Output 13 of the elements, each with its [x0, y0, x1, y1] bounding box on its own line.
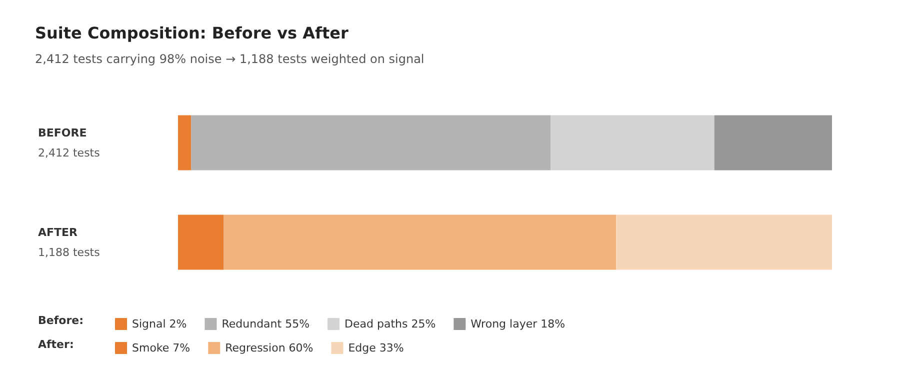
legend-label: Signal 2% [132, 318, 187, 330]
legend-label: Redundant 55% [222, 318, 310, 330]
chart-title: Suite Composition: Before vs After [35, 24, 348, 42]
y-tick-label: AFTER 1,188 tests [38, 226, 100, 259]
legend-label: Regression 60% [225, 342, 314, 354]
text: Before: [38, 314, 84, 327]
legend-label: Edge 33% [348, 342, 404, 354]
chart-subtitle: 2,412 tests carrying 98% noise → 1,188 tests weighted on signal [35, 52, 424, 66]
legend-label: Wrong layer 18% [470, 318, 566, 330]
legend-label: Smoke 7% [132, 342, 190, 354]
legend-label: Dead paths 25% [344, 318, 436, 330]
y-tick-label: BEFORE 2,412 tests [38, 126, 100, 160]
text: After: [38, 338, 74, 351]
